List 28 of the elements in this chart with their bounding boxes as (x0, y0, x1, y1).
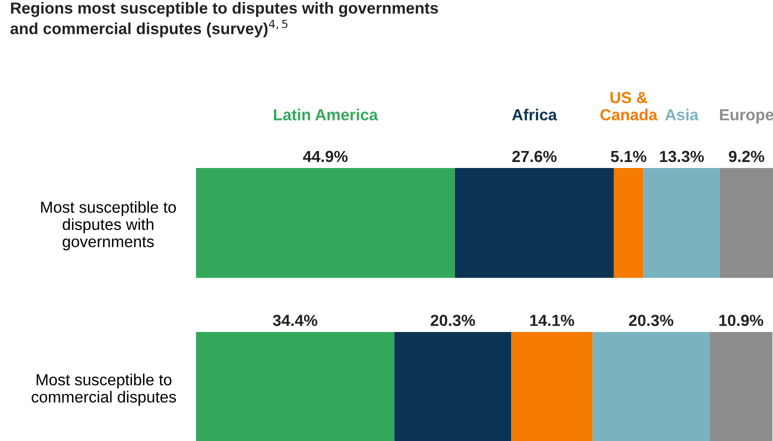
bar (592, 332, 710, 441)
y-tick-label: Most susceptible to commercial disputes (32, 374, 176, 406)
bar (511, 332, 593, 441)
bar (394, 332, 512, 441)
data-label: 5.1% (610, 150, 646, 162)
data-label: 27.6% (512, 150, 557, 162)
bar (196, 332, 394, 441)
data-label: 13.3% (660, 150, 704, 162)
chart-title: Regions most susceptible to disputes with governments and commercial disputes (survey)$^{4,5}$ (10, 2, 438, 38)
data-label: 20.3% (430, 314, 476, 326)
data-label: 44.9% (303, 150, 348, 162)
bar (196, 168, 455, 278)
bar (454, 168, 614, 278)
bar (614, 168, 644, 278)
text: US & Canada (600, 92, 658, 120)
text: Europe (720, 109, 773, 124)
data-label: 10.9% (719, 314, 764, 326)
data-label: 14.1% (530, 314, 574, 326)
data-label: 34.4% (272, 314, 318, 326)
bar (720, 168, 773, 278)
text: Latin America (274, 108, 378, 120)
bar (643, 168, 720, 278)
text: Africa (512, 108, 558, 120)
bar (710, 332, 772, 441)
y-tick-label: Most susceptible to disputes with governments (41, 201, 176, 250)
data-label: 9.2% (728, 150, 764, 162)
data-label: 20.3% (628, 314, 674, 326)
text: Asia (665, 108, 699, 120)
